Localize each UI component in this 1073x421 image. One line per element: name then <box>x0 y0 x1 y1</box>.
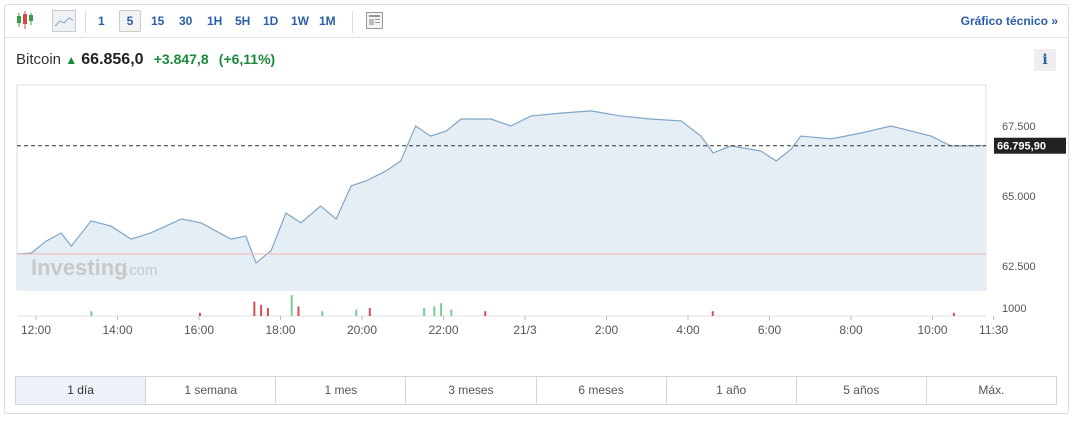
current-price-badge <box>994 137 1066 154</box>
range-6-meses[interactable]: 6 meses <box>537 377 667 404</box>
x-tick-label: 6:00 <box>758 323 782 337</box>
interval-1D[interactable]: 1D <box>263 14 279 28</box>
volume-bar <box>355 309 358 316</box>
volume-bar <box>297 306 300 316</box>
x-tick-label: 11:30 <box>979 323 1008 337</box>
instrument-name: Bitcoin <box>16 51 62 68</box>
volume-bar <box>253 301 256 316</box>
interval-1H[interactable]: 1H <box>207 14 223 28</box>
y-tick-label: 67.500 <box>1002 121 1036 133</box>
x-tick-label: 8:00 <box>839 323 863 337</box>
x-tick-label: 4:00 <box>676 323 700 337</box>
interval-1M[interactable]: 1M <box>319 14 336 28</box>
interval-15[interactable]: 15 <box>151 14 165 28</box>
price-change-percent: (+6,11%) <box>218 51 276 67</box>
interval-5H[interactable]: 5H <box>235 14 251 28</box>
range-1-día[interactable]: 1 día <box>16 377 147 404</box>
range-Máx.[interactable]: Máx. <box>978 383 1005 397</box>
price-area <box>16 110 987 290</box>
technical-chart-link[interactable]: Gráfico técnico » <box>960 14 1058 28</box>
volume-bar <box>266 308 269 316</box>
x-tick-label: 20:00 <box>347 323 377 337</box>
x-tick-label: 10:00 <box>917 323 947 337</box>
volume-bar <box>423 308 426 316</box>
x-tick-label: 18:00 <box>265 323 295 337</box>
volume-bar <box>90 311 93 316</box>
volume-bar <box>952 312 955 316</box>
chart-widget: 1 5 15 30 1H 5H 1D 1W 1M Gráfico técnico » Bitco… <box>4 4 1069 414</box>
price-line <box>16 110 987 264</box>
x-tick-label: 12:00 <box>21 323 51 337</box>
toolbar: 1 5 15 30 1H 5H 1D 1W 1M Gráfico técnico » <box>5 5 1068 38</box>
x-tick-label: 14:00 <box>102 323 132 337</box>
watermark-suffix: .com <box>125 262 158 279</box>
y-tick-label: 65.000 <box>1002 191 1036 203</box>
quote-header: Bitcoin ▲ 66.856,0 +3.847,8 (+6,11%) <box>16 51 275 69</box>
watermark-logo: Investing <box>31 255 128 280</box>
x-tick-label: 16:00 <box>184 323 214 337</box>
volume-tick-label: 1000 <box>1002 303 1026 315</box>
volume-bar <box>290 295 293 316</box>
x-tick-label: 22:00 <box>428 323 458 337</box>
x-tick-label: 2:00 <box>595 323 619 337</box>
interval-30[interactable]: 30 <box>179 14 193 28</box>
arrow-up-icon: ▲ <box>65 53 78 67</box>
candlestick-icon[interactable] <box>13 5 43 37</box>
current-price-label: 66.795,90 <box>997 141 1046 153</box>
y-tick-label: 62.500 <box>1002 261 1036 273</box>
x-tick-label: 21/3 <box>513 323 537 337</box>
interval-1W[interactable]: 1W <box>291 14 309 28</box>
volume-bar <box>199 312 201 316</box>
volume-bar <box>711 311 714 316</box>
range-1-año[interactable]: 1 año <box>667 377 797 404</box>
volume-bar <box>484 311 487 316</box>
price-change: +3.847,8 <box>153 51 209 67</box>
range-5-años[interactable]: 5 años <box>797 377 927 404</box>
volume-bar <box>260 304 263 316</box>
volume-bar <box>440 303 443 316</box>
volume-bar <box>321 311 324 316</box>
info-button[interactable]: i <box>1034 49 1056 71</box>
range-3-meses[interactable]: 3 meses <box>406 377 537 404</box>
range-1-mes[interactable]: 1 mes <box>276 377 407 404</box>
range-1-semana[interactable]: 1 semana <box>146 377 277 404</box>
volume-bar <box>433 306 436 316</box>
area-chart-icon[interactable] <box>52 10 76 32</box>
interval-5[interactable]: 5 <box>119 10 141 32</box>
last-price: 66.856,0 <box>81 51 144 68</box>
news-layout-icon[interactable] <box>365 11 385 31</box>
time-range-selector: 1 día 1 semana 1 mes 3 meses 6 meses 1 año 5 a… <box>15 376 1057 405</box>
interval-1[interactable]: 1 <box>98 14 105 28</box>
volume-bar <box>450 309 453 316</box>
volume-bar <box>368 308 371 316</box>
